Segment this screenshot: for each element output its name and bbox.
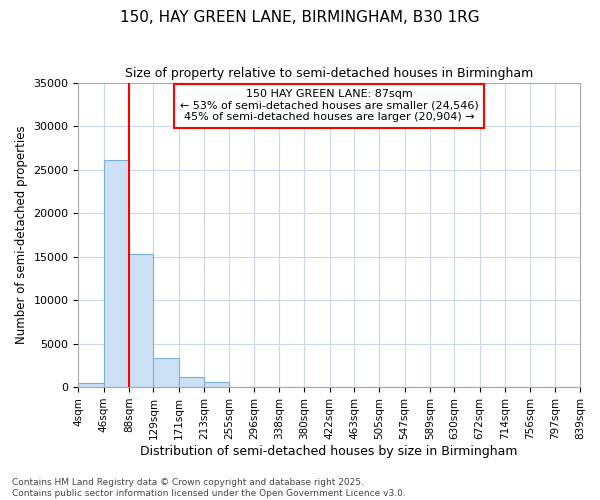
Bar	[129, 254, 154, 387]
Text: Contains HM Land Registry data © Crown copyright and database right 2025.
Contai: Contains HM Land Registry data © Crown c…	[12, 478, 406, 498]
Bar	[179, 377, 204, 387]
Title: Size of property relative to semi-detached houses in Birmingham: Size of property relative to semi-detach…	[125, 68, 533, 80]
X-axis label: Distribution of semi-detached houses by size in Birmingham: Distribution of semi-detached houses by …	[140, 444, 518, 458]
Text: 150, HAY GREEN LANE, BIRMINGHAM, B30 1RG: 150, HAY GREEN LANE, BIRMINGHAM, B30 1RG	[120, 10, 480, 25]
Bar	[104, 160, 129, 387]
Y-axis label: Number of semi-detached properties: Number of semi-detached properties	[15, 126, 28, 344]
Bar	[79, 383, 104, 387]
Bar	[154, 358, 179, 387]
Bar	[204, 382, 229, 387]
Text: 150 HAY GREEN LANE: 87sqm
← 53% of semi-detached houses are smaller (24,546)
45%: 150 HAY GREEN LANE: 87sqm ← 53% of semi-…	[180, 89, 479, 122]
